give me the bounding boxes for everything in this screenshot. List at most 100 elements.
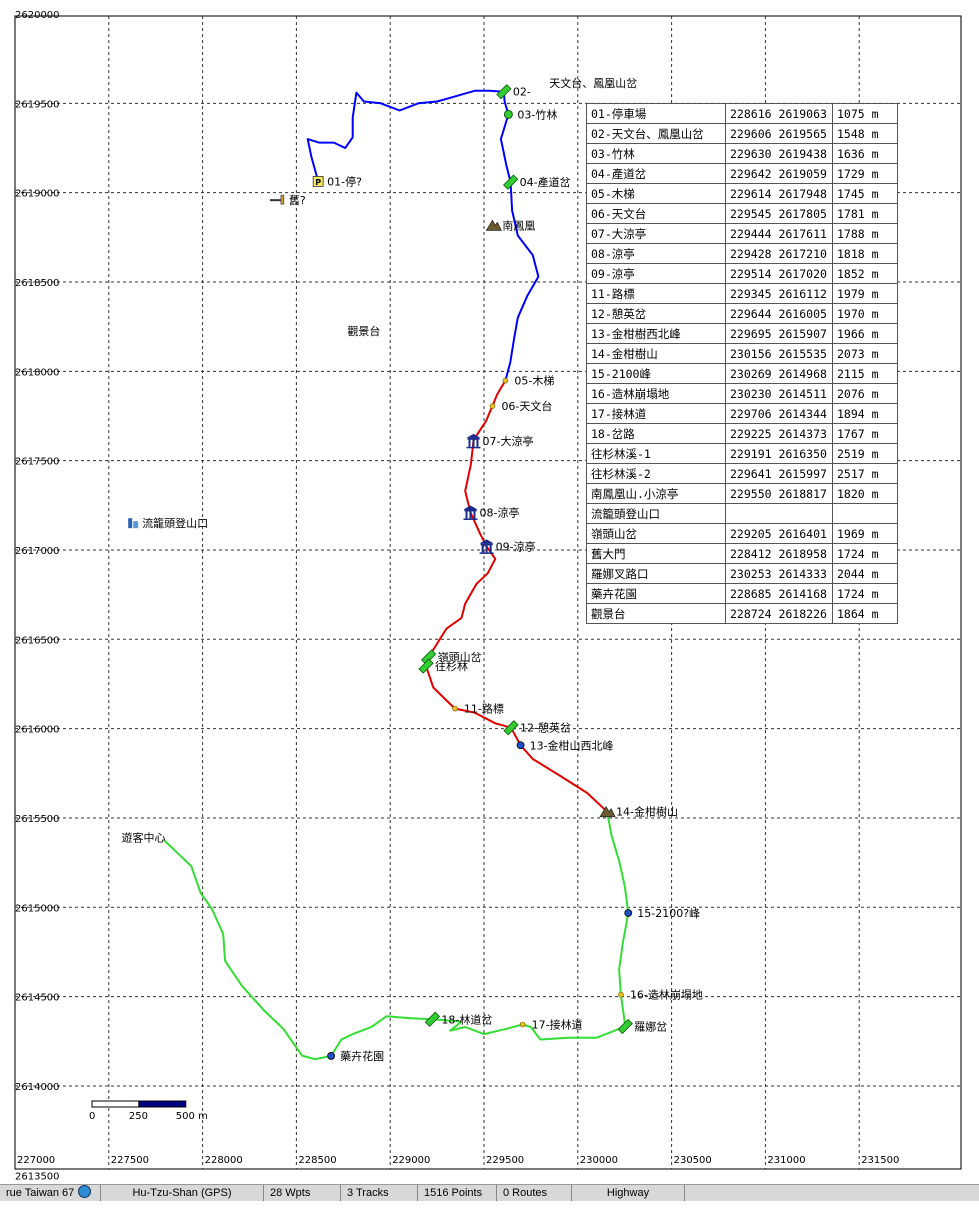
- waypoint[interactable]: 藥卉花園: [327, 1050, 385, 1063]
- elevation-cell: 1724 m: [832, 583, 898, 604]
- elevation-cell: 1894 m: [832, 403, 898, 424]
- scale-bar-label: 250: [129, 1111, 148, 1122]
- waypoint-label: 12-憩英岔: [520, 721, 571, 735]
- waypoint[interactable]: 16-造林崩塌地: [618, 988, 703, 1002]
- waypoint[interactable]: 往杉林: [418, 658, 468, 674]
- waypoint[interactable]: 天文台、鳳凰山岔: [549, 76, 637, 90]
- status-points-text: 1516 Points: [424, 1187, 483, 1199]
- status-tracks: 3 Tracks: [341, 1185, 418, 1201]
- coordinate-cell: 230269 2614968: [725, 363, 833, 384]
- elevation-cell: 1745 m: [832, 183, 898, 204]
- coordinate-cell: [725, 503, 833, 524]
- table-row: 16-造林崩塌地 230230 2614511 2076 m: [586, 383, 898, 404]
- waypoint-name-cell: 18-岔路: [586, 423, 726, 444]
- waypoint[interactable]: 11-路標: [452, 702, 504, 716]
- waypoint[interactable]: 觀景台: [347, 324, 380, 338]
- waypoint-name-cell: 16-造林崩塌地: [586, 383, 726, 404]
- scale-bar: 0 250 500 m: [89, 1100, 208, 1122]
- waypoint-label: 15-2100?峰: [637, 907, 700, 920]
- elevation-cell: 1724 m: [832, 543, 898, 564]
- coordinate-cell: 229630 2619438: [725, 143, 833, 164]
- waypoint[interactable]: 嶺頭山岔: [421, 649, 482, 665]
- blue-dot-icon: [516, 741, 525, 750]
- waypoint[interactable]: 遊客中心: [122, 831, 166, 845]
- x-tick-label: 227500: [111, 1155, 149, 1166]
- waypoint-label: 01-停?: [327, 174, 362, 188]
- waypoint[interactable]: 15-2100?峰: [624, 907, 700, 920]
- coordinate-cell: 230156 2615535: [725, 343, 833, 364]
- y-tick-label: 2618500: [15, 278, 60, 289]
- tracks-layer[interactable]: [162, 89, 630, 1061]
- waypoint[interactable]: 08-涼亭: [463, 505, 519, 520]
- waypoint[interactable]: 舊?: [269, 193, 306, 207]
- green-flag-icon: [424, 1011, 441, 1027]
- coordinate-cell: 229225 2614373: [725, 423, 833, 444]
- waypoint[interactable]: 羅娜岔: [617, 1018, 667, 1035]
- waypoint[interactable]: 流籠頭登山口: [128, 516, 208, 530]
- waypoint[interactable]: 18-林道岔: [424, 1011, 492, 1027]
- waypoint-label: 13-金柑山西北峰: [530, 738, 614, 752]
- waypoint-name-cell: 01-停車場: [586, 103, 726, 124]
- waypoint-name-cell: 羅娜叉路口: [586, 563, 726, 584]
- waypoint[interactable]: 17-接林道: [519, 1018, 583, 1032]
- waypoint-label: 05-木梯: [514, 375, 554, 388]
- waypoint[interactable]: 03-竹林: [503, 107, 557, 121]
- yellow-dot-icon: [519, 1021, 526, 1028]
- coordinate-cell: 229641 2615997: [725, 463, 833, 484]
- table-row: 04-產道岔 229642 2619059 1729 m: [586, 163, 898, 184]
- coordinate-cell: 228685 2614168: [725, 583, 833, 604]
- waypoint-name-cell: 17-接林道: [586, 403, 726, 424]
- table-row: 01-停車場 228616 2619063 1075 m: [586, 103, 898, 124]
- waypoint[interactable]: 南鳳凰: [485, 219, 535, 232]
- y-tick-label: 2616000: [15, 725, 60, 736]
- coordinate-cell: 229644 2616005: [725, 303, 833, 324]
- map-canvas[interactable]: 227000 227500 228000 228500 229000 229500 2300…: [0, 0, 979, 1184]
- mountain-icon: [485, 219, 502, 231]
- waypoint-label: 16-造林崩塌地: [630, 988, 703, 1002]
- coordinate-cell: 229606 2619565: [725, 123, 833, 144]
- waypoint[interactable]: 05-木梯: [502, 375, 554, 388]
- waypoint[interactable]: 02-: [496, 84, 531, 100]
- table-row: 嶺頭山岔 229205 2616401 1969 m: [586, 523, 898, 544]
- table-row: 08-涼亭 229428 2617210 1818 m: [586, 243, 898, 264]
- table-row: 15-2100峰 230269 2614968 2115 m: [586, 363, 898, 384]
- waypoint-label: 17-接林道: [532, 1018, 583, 1032]
- y-tick-label: 2619000: [15, 189, 60, 200]
- svg-text:P: P: [315, 178, 321, 187]
- table-row: 02-天文台、鳳凰山岔 229606 2619565 1548 m: [586, 123, 898, 144]
- waypoint[interactable]: 09-涼亭: [479, 539, 536, 554]
- waypoint-name-cell: 08-涼亭: [586, 243, 726, 264]
- waypoint[interactable]: 13-金柑山西北峰: [516, 738, 614, 752]
- y-tick-label: 2614500: [15, 993, 60, 1004]
- waypoint[interactable]: 14-金柑樹山: [599, 805, 678, 819]
- coordinate-cell: 229191 2616350: [725, 443, 833, 464]
- waypoint[interactable]: 06-天文台: [489, 399, 552, 413]
- waypoint[interactable]: 04-產道岔: [503, 174, 571, 190]
- status-wpts-text: 28 Wpts: [270, 1187, 311, 1199]
- scale-bar-label: 500 m: [176, 1111, 208, 1122]
- coordinate-cell: 229345 2616112: [725, 283, 833, 304]
- scale-bar-label: 0: [89, 1111, 95, 1122]
- table-row: 03-竹林 229630 2619438 1636 m: [586, 143, 898, 164]
- waypoint[interactable]: 07-大涼亭: [466, 433, 533, 449]
- coordinate-cell: 229695 2615907: [725, 323, 833, 344]
- track-green[interactable]: [162, 811, 630, 1061]
- waypoint-label: 14-金柑樹山: [616, 805, 678, 819]
- parking-icon: P: [312, 176, 324, 187]
- elevation-cell: 1970 m: [832, 303, 898, 324]
- waypoint-name-cell: 02-天文台、鳳凰山岔: [586, 123, 726, 144]
- status-bar-spacer: [0, 1201, 979, 1223]
- waypoint[interactable]: 12-憩英岔: [503, 720, 571, 736]
- track-blue[interactable]: [306, 89, 540, 381]
- waypoint[interactable]: P 01-停?: [312, 174, 362, 188]
- y-tick-label: 2619500: [15, 99, 60, 110]
- map-frame: [14, 15, 962, 1170]
- waypoint-name-cell: 05-木梯: [586, 183, 726, 204]
- elevation-cell: 1636 m: [832, 143, 898, 164]
- green-flag-icon: [418, 658, 434, 674]
- scale-bar-dark: [138, 1100, 187, 1108]
- waypoint-label: 南鳳凰: [502, 219, 535, 232]
- waypoint-label: 02-: [513, 86, 531, 99]
